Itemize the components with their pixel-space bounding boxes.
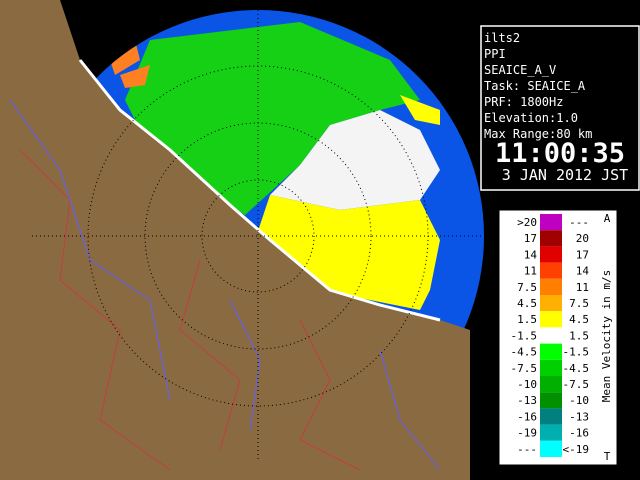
range-rings: [32, 10, 484, 462]
legend-low: 11: [524, 265, 537, 278]
white-echo: [270, 110, 440, 210]
info-line: ilts2: [484, 31, 520, 45]
legend-low: -1.5: [511, 329, 538, 342]
legend-low: -19: [517, 427, 537, 440]
legend-high: -1.5: [563, 346, 590, 359]
info-panel: [480, 25, 640, 191]
legend-swatch: [540, 230, 562, 247]
legend-low: -10: [517, 378, 537, 391]
legend-low: >20: [517, 216, 537, 229]
yellow-echo: [255, 195, 440, 310]
legend-low: -16: [517, 410, 537, 423]
time: 11:00:35: [495, 138, 625, 169]
legend-low: 14: [524, 248, 538, 261]
legend-title: Mean Velocity in m/s: [600, 270, 613, 402]
legend-swatch: [540, 214, 562, 231]
legend-swatch: [540, 295, 562, 312]
info-line: Max Range:80 km: [484, 127, 592, 141]
legend-low: -13: [517, 394, 537, 407]
info-text: ilts2 PPI SEAICE_A_V Task: SEAICE_A PRF: 180…: [484, 31, 592, 141]
legend-top-mark: A: [604, 212, 611, 225]
legend-swatch: [540, 392, 562, 409]
legend-high: 11: [576, 281, 589, 294]
legend-swatch: [540, 440, 562, 457]
info-line: Task: SEAICE_A: [484, 79, 586, 93]
legend-high: 1.5: [569, 329, 589, 342]
terrain: [0, 0, 470, 480]
legend-high: 17: [576, 248, 589, 261]
legend-high: 4.5: [569, 313, 589, 326]
legend-swatch: [540, 246, 562, 263]
coastline: [78, 59, 441, 322]
legend-high: -7.5: [563, 378, 590, 391]
info-line: SEAICE_A_V: [484, 63, 556, 77]
legend-high: -10: [569, 394, 589, 407]
legend-low: -4.5: [511, 346, 538, 359]
legend-swatch: [540, 359, 562, 376]
legend-swatch: [540, 278, 562, 295]
legend-high: 14: [576, 265, 590, 278]
legend-swatch: [540, 311, 562, 328]
legend-low: 7.5: [517, 281, 537, 294]
legend-low: -7.5: [511, 362, 538, 375]
legend-high: <-19: [563, 443, 590, 456]
info-line: PPI: [484, 47, 506, 61]
legend-bottom-mark: T: [604, 450, 611, 463]
date: 3 JAN 2012 JST: [502, 166, 628, 184]
legend-low: ---: [517, 443, 537, 456]
yellow-echo: [400, 95, 440, 125]
legend-swatch: [540, 262, 562, 279]
legend-high: -16: [569, 427, 589, 440]
legend-swatch: [540, 343, 562, 360]
legend-swatch: [540, 408, 562, 425]
legend-swatch: [540, 327, 562, 344]
legend-high: 7.5: [569, 297, 589, 310]
legend-low: 1.5: [517, 313, 537, 326]
legend: >20 --- 17 20 14 17 11 14 7.5 11 4.5 7.5 1.5 4.5 -1.5 1…: [511, 214, 590, 457]
info-line: PRF: 1800Hz: [484, 95, 563, 109]
green-echo: [125, 22, 420, 215]
legend-high: 20: [576, 232, 589, 245]
legend-low: 4.5: [517, 297, 537, 310]
legend-high: ---: [569, 216, 589, 229]
legend-low: 17: [524, 232, 537, 245]
legend-high: -13: [569, 410, 589, 423]
boundaries: [19, 149, 361, 471]
legend-swatch: [540, 424, 562, 441]
rivers: [9, 99, 441, 471]
legend-swatch: [540, 376, 562, 393]
info-line: Elevation:1.0: [484, 111, 578, 125]
legend-high: -4.5: [563, 362, 590, 375]
